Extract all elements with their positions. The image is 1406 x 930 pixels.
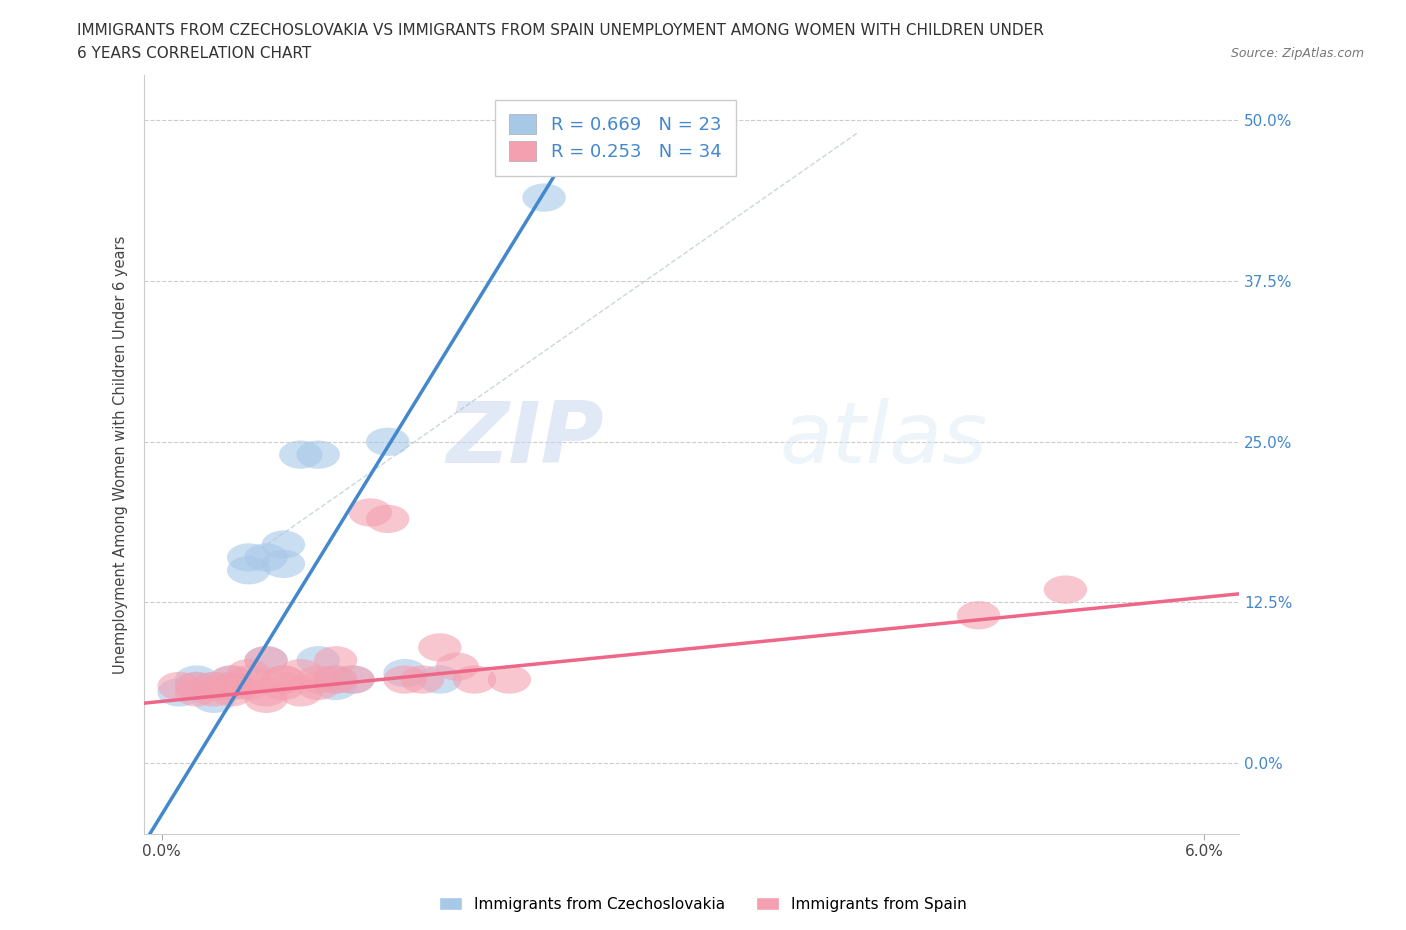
Text: atlas: atlas [779,398,987,481]
Ellipse shape [245,543,288,572]
Ellipse shape [245,646,288,674]
Ellipse shape [436,653,479,681]
Ellipse shape [262,665,305,694]
Ellipse shape [297,665,340,694]
Ellipse shape [157,678,201,707]
Ellipse shape [418,633,461,661]
Ellipse shape [245,646,288,674]
Ellipse shape [226,556,270,584]
Ellipse shape [297,671,340,700]
Ellipse shape [226,665,270,694]
Ellipse shape [262,550,305,578]
Ellipse shape [262,530,305,559]
Ellipse shape [384,659,427,687]
Ellipse shape [314,665,357,694]
Ellipse shape [226,543,270,572]
Ellipse shape [174,671,218,700]
Ellipse shape [453,665,496,694]
Ellipse shape [297,441,340,469]
Ellipse shape [418,665,461,694]
Ellipse shape [193,678,236,707]
Ellipse shape [245,684,288,713]
Ellipse shape [193,684,236,713]
Text: IMMIGRANTS FROM CZECHOSLOVAKIA VS IMMIGRANTS FROM SPAIN UNEMPLOYMENT AMONG WOMEN: IMMIGRANTS FROM CZECHOSLOVAKIA VS IMMIGR… [77,23,1045,38]
Ellipse shape [209,665,253,694]
Ellipse shape [278,659,322,687]
Legend: R = 0.669   N = 23, R = 0.253   N = 34: R = 0.669 N = 23, R = 0.253 N = 34 [495,100,735,176]
Ellipse shape [157,671,201,700]
Text: Source: ZipAtlas.com: Source: ZipAtlas.com [1230,46,1364,60]
Ellipse shape [278,441,322,469]
Ellipse shape [209,671,253,700]
Ellipse shape [174,671,218,700]
Ellipse shape [245,678,288,707]
Y-axis label: Unemployment Among Women with Children Under 6 years: Unemployment Among Women with Children U… [114,235,128,674]
Text: ZIP: ZIP [447,398,605,481]
Ellipse shape [523,183,565,212]
Ellipse shape [957,601,1000,630]
Ellipse shape [174,678,218,707]
Ellipse shape [314,665,357,694]
Ellipse shape [349,498,392,526]
Ellipse shape [366,428,409,456]
Ellipse shape [297,646,340,674]
Ellipse shape [262,671,305,700]
Ellipse shape [209,671,253,700]
Ellipse shape [384,665,427,694]
Ellipse shape [209,665,253,694]
Legend: Immigrants from Czechoslovakia, Immigrants from Spain: Immigrants from Czechoslovakia, Immigran… [433,890,973,918]
Ellipse shape [1043,576,1087,604]
Ellipse shape [209,678,253,707]
Ellipse shape [314,671,357,700]
Ellipse shape [193,671,236,700]
Ellipse shape [314,646,357,674]
Ellipse shape [278,678,322,707]
Ellipse shape [174,665,218,694]
Ellipse shape [332,665,374,694]
Ellipse shape [226,659,270,687]
Ellipse shape [226,671,270,700]
Ellipse shape [366,505,409,533]
Text: 6 YEARS CORRELATION CHART: 6 YEARS CORRELATION CHART [77,46,312,61]
Ellipse shape [193,671,236,700]
Ellipse shape [332,665,374,694]
Ellipse shape [488,665,531,694]
Ellipse shape [401,665,444,694]
Ellipse shape [262,665,305,694]
